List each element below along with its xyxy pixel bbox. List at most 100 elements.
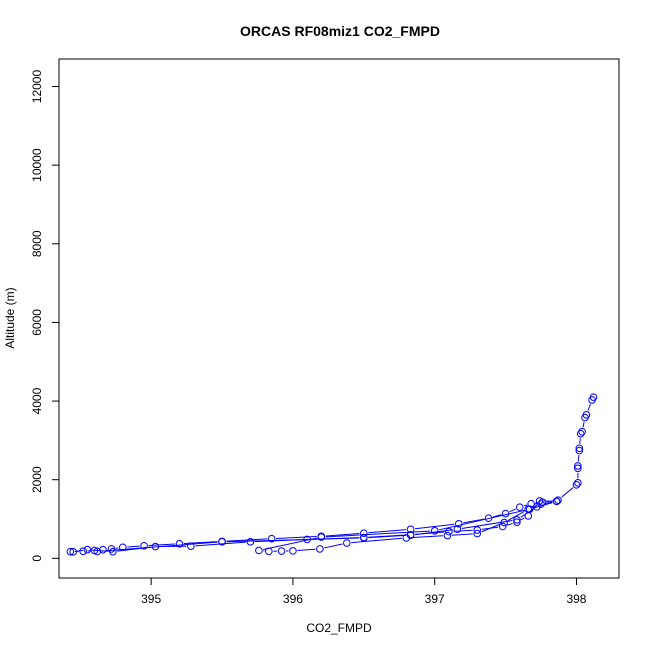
data-point — [453, 525, 462, 534]
data-point — [552, 497, 561, 506]
series-line-segment — [463, 518, 485, 524]
data-point — [572, 481, 581, 489]
data-point — [265, 547, 273, 556]
data-point — [445, 527, 453, 536]
series-line-segment — [101, 541, 218, 552]
data-point — [430, 527, 439, 535]
series-line-segment — [414, 529, 453, 536]
data-point — [69, 548, 77, 556]
data-point — [454, 519, 463, 528]
data-point — [578, 427, 586, 436]
data-point — [360, 529, 368, 537]
data-point — [79, 547, 87, 556]
series-line-segment — [545, 501, 553, 504]
series-line-segment — [509, 508, 516, 513]
series-line-segment — [226, 538, 268, 542]
data-point — [588, 396, 596, 404]
series-line-segment — [297, 548, 316, 552]
series-0 — [66, 393, 598, 556]
data-point — [255, 546, 263, 555]
y-tick-label: 8000 — [30, 230, 44, 257]
data-point — [151, 542, 160, 551]
data-point — [267, 534, 276, 543]
series-line-segment — [368, 534, 407, 539]
data-point — [576, 429, 585, 438]
data-point — [515, 503, 524, 512]
x-tick-label: 395 — [141, 592, 161, 606]
data-point — [406, 525, 415, 534]
data-point — [525, 505, 534, 513]
data-point — [473, 526, 482, 534]
series-line-segment — [582, 421, 585, 428]
series-line-segment — [507, 510, 525, 521]
data-point — [574, 479, 582, 487]
data-point — [500, 518, 508, 527]
series-line-segment — [226, 537, 360, 543]
data-point — [484, 514, 493, 523]
data-point — [575, 444, 584, 453]
y-tick-label: 10000 — [30, 148, 44, 182]
data-point — [581, 413, 589, 422]
data-point — [187, 542, 195, 550]
x-tick-label: 398 — [566, 592, 586, 606]
y-tick-label: 0 — [30, 555, 44, 562]
data-point — [109, 547, 117, 556]
data-point — [513, 516, 521, 524]
data-point — [66, 547, 75, 556]
series-line-segment — [520, 517, 525, 521]
series-line-segment — [461, 520, 513, 530]
data-point — [303, 535, 311, 544]
plot-area-frame — [58, 58, 620, 579]
data-point — [574, 462, 582, 470]
data-point — [532, 503, 541, 511]
series-line-segment — [351, 537, 402, 544]
data-point — [140, 541, 148, 550]
y-axis-label: Altitude (m) — [3, 287, 17, 348]
series-line-segment — [579, 438, 581, 444]
data-point — [316, 545, 324, 553]
series-line-segment — [481, 523, 501, 533]
series-line-segment — [324, 543, 343, 549]
x-tick-label: 396 — [283, 592, 303, 606]
series-line-segment — [263, 537, 317, 551]
data-point — [93, 547, 102, 556]
data-point — [83, 545, 92, 554]
data-point — [524, 512, 533, 520]
series-line-segment — [438, 509, 526, 531]
y-tick-label: 4000 — [30, 387, 44, 414]
data-point — [575, 446, 584, 455]
data-point — [406, 531, 415, 539]
series-line-segment — [325, 533, 360, 537]
x-tick-label: 397 — [425, 592, 445, 606]
data-point — [360, 534, 368, 542]
y-axis: 0 2000 4000 6000 8000 10000 12000 — [30, 70, 60, 562]
chart-title: ORCAS RF08miz1 CO2_FMPD — [240, 23, 440, 39]
series-line-segment — [506, 523, 513, 526]
data-point — [501, 509, 510, 518]
y-tick-label: 12000 — [30, 70, 44, 104]
series-line-segment — [276, 536, 317, 539]
data-point — [289, 547, 297, 555]
x-axis-label: CO2_FMPD — [306, 621, 372, 635]
series-line-segment — [415, 523, 455, 530]
data-point — [473, 529, 482, 538]
series-line-segment — [561, 487, 574, 498]
data-point — [317, 533, 326, 541]
series-line-segment — [148, 543, 176, 547]
series-line-segment — [410, 535, 443, 539]
series-line-segment — [368, 529, 407, 534]
series-line-segment — [127, 545, 140, 548]
series-line-segment — [451, 533, 473, 536]
data-point — [342, 539, 351, 547]
x-axis: 395 396 397 398 — [141, 577, 587, 606]
data-point — [554, 496, 562, 504]
data-point — [574, 464, 582, 473]
data-point — [118, 543, 127, 552]
data-point — [246, 538, 255, 546]
y-tick-label: 6000 — [30, 309, 44, 336]
data-point — [175, 539, 184, 548]
data-point — [218, 538, 226, 546]
data-point — [498, 522, 507, 531]
y-tick-label: 2000 — [30, 466, 44, 493]
